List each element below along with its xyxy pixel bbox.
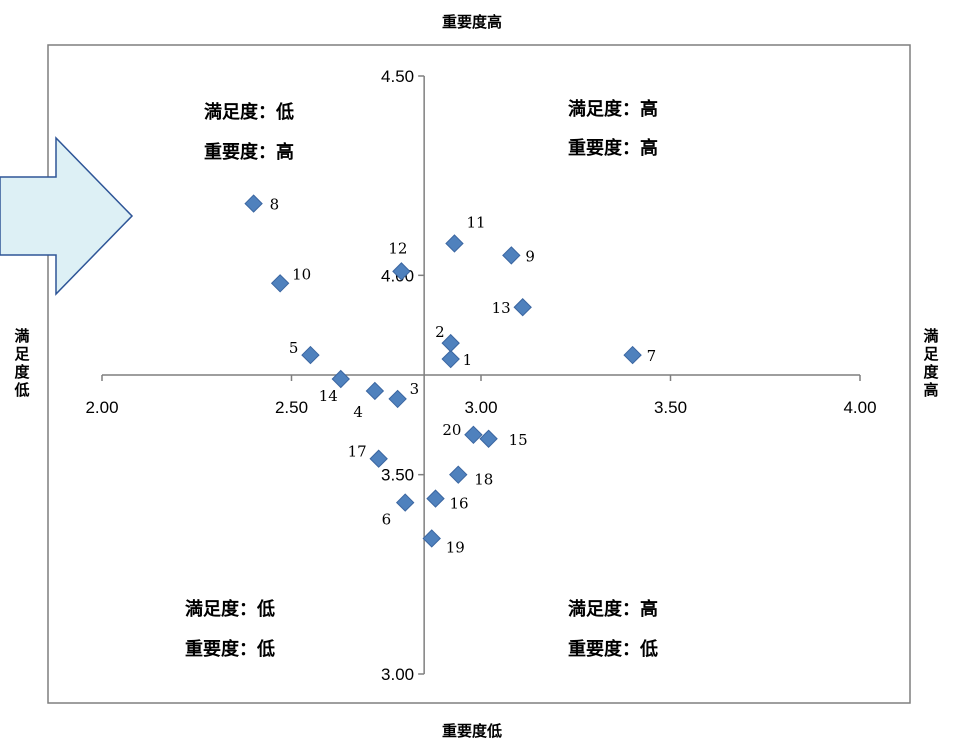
highlight-arrow	[0, 136, 134, 296]
data-point-marker	[369, 449, 388, 468]
data-point-label: 20	[442, 421, 461, 439]
quadrant-label: 満足度：低	[185, 598, 275, 620]
x-tick-label: 3.00	[464, 398, 497, 417]
right-axis-title-char: 満	[923, 327, 938, 345]
quadrant-bottom-right: 満足度：高 重要度：低	[568, 598, 658, 660]
x-tick-label: 2.50	[275, 398, 308, 417]
data-point-label: 19	[446, 538, 465, 556]
data-point-marker	[623, 345, 642, 365]
data-point-label: 13	[492, 299, 511, 317]
left-axis-title-char: 足	[14, 345, 30, 363]
quadrant-bottom-left: 満足度：低 重要度：低	[185, 598, 275, 660]
data-point-label: 6	[382, 511, 392, 529]
quadrant-top-right: 満足度：高 重要度：高	[568, 98, 658, 159]
y-tick-label: 4.50	[381, 67, 414, 86]
data-point-label: 16	[450, 495, 469, 513]
left-axis-title: 満 足 度 低	[13, 327, 30, 399]
y-tick-labels: 3.003.504.004.50	[381, 67, 414, 684]
data-point-label: 14	[319, 387, 338, 405]
quadrant-label: 満足度：低	[204, 101, 294, 123]
right-axis-title: 満 足 度 高	[923, 327, 939, 399]
quadrant-label: 重要度：低	[568, 638, 658, 660]
data-point-marker	[392, 262, 411, 281]
data-point-label: 4	[353, 403, 363, 421]
quadrant-label: 重要度：低	[185, 638, 275, 660]
left-axis-title-char: 満	[14, 327, 29, 345]
data-point-label: 11	[466, 213, 485, 231]
data-point-label: 17	[348, 443, 367, 461]
y-tick-label: 3.50	[381, 466, 414, 485]
data-point-marker	[422, 529, 441, 548]
left-axis-title-char: 低	[13, 381, 29, 399]
left-axis-title-char: 度	[14, 363, 30, 381]
data-point-marker	[513, 298, 532, 317]
right-axis-title-char: 度	[923, 363, 939, 381]
data-point-label: 5	[289, 339, 299, 357]
right-axis-title-char: 高	[923, 381, 938, 399]
quadrant-label: 満足度：高	[568, 98, 658, 120]
data-point-label: 10	[292, 265, 311, 283]
data-point-marker	[464, 425, 483, 445]
quadrant-label: 重要度：高	[204, 141, 294, 163]
data-point-label: 18	[474, 471, 493, 489]
x-tick-label: 3.50	[654, 398, 687, 417]
data-point-label: 9	[525, 247, 535, 265]
data-point-marker	[301, 345, 320, 365]
data-point-marker	[365, 381, 385, 401]
data-point-label: 2	[435, 323, 445, 341]
y-tick-label: 3.00	[381, 665, 414, 684]
data-point-marker	[449, 465, 468, 484]
data-point-label: 3	[410, 380, 420, 398]
data-point-marker	[426, 489, 445, 508]
data-point-marker	[441, 333, 460, 353]
plot-area	[47, 44, 911, 704]
data-point-marker	[441, 349, 460, 369]
top-axis-title: 重要度高	[442, 13, 502, 31]
x-tick-labels: 2.00 2.50 3.00 3.50 4.00	[85, 398, 876, 417]
data-point-label: 12	[388, 239, 407, 257]
right-axis-title-char: 足	[923, 345, 939, 363]
data-point-marker	[388, 389, 407, 409]
data-point-marker	[244, 194, 263, 213]
axes	[101, 75, 861, 675]
data-point-marker	[445, 234, 464, 253]
quadrant-label: 重要度：高	[568, 137, 658, 159]
data-point-label: 8	[270, 196, 280, 214]
data-point-marker	[331, 369, 350, 389]
x-tick-label: 2.00	[85, 398, 118, 417]
data-point-label: 7	[647, 347, 657, 365]
quadrant-top-left: 満足度：低 重要度：高	[204, 101, 294, 163]
data-point-marker	[395, 493, 415, 512]
data-point-label: 15	[509, 431, 528, 449]
data-point-marker	[270, 274, 290, 293]
bottom-axis-title: 重要度低	[442, 722, 502, 740]
data-point-marker	[502, 246, 521, 265]
quadrant-label: 満足度：高	[568, 598, 658, 620]
data-point-label: 1	[463, 351, 473, 369]
x-tick-label: 4.00	[843, 398, 876, 417]
data-point-marker	[479, 429, 498, 448]
